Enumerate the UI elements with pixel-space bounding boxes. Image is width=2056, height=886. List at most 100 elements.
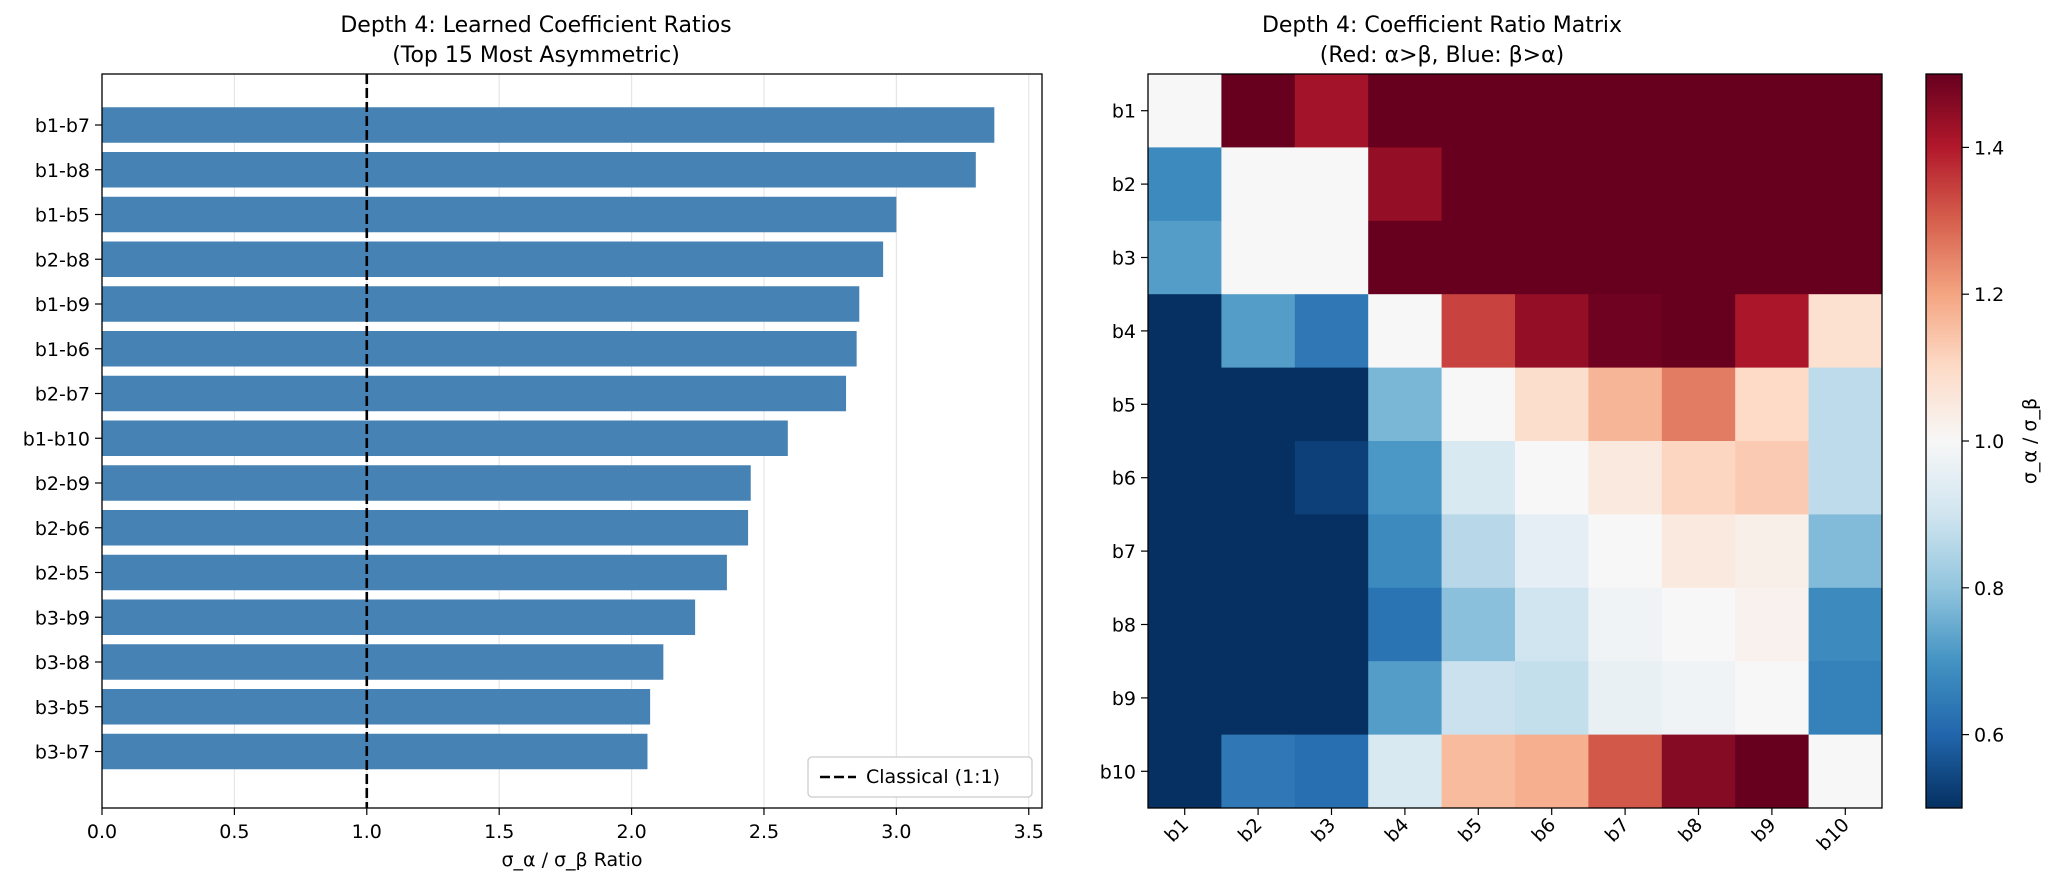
heatmap-cell-b7-b5	[1441, 514, 1516, 589]
heatmap-cell-b8-b8	[1661, 587, 1736, 662]
row-label-b6: b6	[1112, 468, 1136, 490]
heatmap-cell-b4-b1	[1148, 294, 1222, 369]
heatmap-cell-b8-b2	[1221, 587, 1296, 662]
heatmap-cell-b10-b7	[1588, 734, 1663, 809]
heatmap-cell-b2-b4	[1368, 147, 1443, 222]
x-tick-label: 1.0	[352, 821, 382, 843]
heatmap-cell-b2-b3	[1294, 147, 1369, 222]
heatmap-cell-b1-b4	[1368, 74, 1443, 148]
heatmap-cell-b3-b8	[1661, 220, 1736, 295]
y-tick-label-b3-b7: b3-b7	[35, 742, 90, 764]
heatmap-cell-b9-b9	[1735, 661, 1810, 736]
heatmap-cell-b10-b10	[1808, 734, 1883, 809]
bar-b2-b5	[102, 554, 727, 591]
heatmap-chart: Depth 4: Coefficient Ratio Matrix (Red: …	[1100, 13, 2041, 855]
heatmap-cell-b5-b2	[1221, 367, 1296, 442]
bar-chart-x-ticks: 0.0 0.5 1.0 1.5 2.0 2.5 3.0 3.5	[87, 808, 1044, 843]
col-label-b10: b10	[1813, 814, 1854, 855]
heatmap-cell-b8-b9	[1735, 587, 1810, 662]
heatmap-cell-b6-b7	[1588, 441, 1663, 515]
bar-b3-b7	[102, 733, 648, 770]
heatmap-cell-b2-b6	[1515, 147, 1589, 222]
x-tick-label: 0.0	[87, 821, 117, 843]
heatmap-cell-b5-b10	[1808, 367, 1883, 442]
x-tick-label: 3.5	[1014, 821, 1044, 843]
heatmap-cell-b6-b9	[1735, 441, 1810, 515]
heatmap-cell-b2-b5	[1441, 147, 1516, 222]
heatmap-cell-b7-b3	[1294, 514, 1369, 589]
bar-b2-b7	[102, 375, 847, 412]
row-label-b3: b3	[1112, 248, 1136, 270]
heatmap-cell-b6-b5	[1441, 441, 1516, 515]
heatmap-cell-b10-b5	[1441, 734, 1516, 809]
bar-b2-b9	[102, 465, 751, 501]
heatmap-cell-b7-b9	[1735, 514, 1810, 589]
row-label-b10: b10	[1100, 761, 1136, 783]
bar-b1-b9	[102, 286, 860, 322]
y-tick-label-b2-b8: b2-b8	[35, 249, 90, 271]
heatmap-cell-b1-b2	[1221, 74, 1296, 148]
x-tick-label: 0.5	[219, 821, 249, 843]
heatmap-cell-b4-b2	[1221, 294, 1296, 369]
heatmap-cell-b9-b2	[1221, 661, 1296, 736]
bar-chart-subtitle: (Top 15 Most Asymmetric)	[392, 43, 680, 68]
col-label-b1: b1	[1161, 814, 1194, 847]
heatmap-cell-b9-b4	[1368, 661, 1443, 736]
heatmap-cell-b10-b2	[1221, 734, 1296, 809]
bar-b2-b6	[102, 510, 749, 546]
row-label-b4: b4	[1112, 321, 1136, 343]
heatmap-cell-b2-b8	[1661, 147, 1736, 222]
heatmap-cell-b4-b6	[1515, 294, 1589, 369]
y-tick-label-b3-b8: b3-b8	[35, 652, 90, 674]
row-label-b9: b9	[1112, 688, 1136, 710]
bar-chart-bars	[102, 107, 995, 770]
heatmap-cell-b7-b7	[1588, 514, 1663, 589]
colorbar-gradient	[1925, 73, 1963, 809]
y-tick-label-b1-b10: b1-b10	[23, 428, 90, 450]
heatmap-cell-b2-b7	[1588, 147, 1663, 222]
colorbar-tick-label: 1.2	[1974, 284, 2004, 306]
bar-chart-legend: Classical (1:1)	[807, 756, 1033, 798]
heatmap-cell-b9-b10	[1808, 661, 1883, 736]
col-label-b6: b6	[1528, 814, 1561, 847]
heatmap-cell-b7-b8	[1661, 514, 1736, 589]
heatmap-cell-b5-b9	[1735, 367, 1810, 442]
colorbar-ticks: 0.6 0.8 1.0 1.2 1.4	[1962, 137, 2004, 747]
heatmap-cell-b8-b7	[1588, 587, 1663, 662]
col-label-b9: b9	[1748, 814, 1781, 847]
bar-b1-b10	[102, 420, 788, 456]
heatmap-cell-b8-b5	[1441, 587, 1516, 662]
heatmap-cell-b4-b9	[1735, 294, 1810, 369]
bar-b3-b9	[102, 599, 696, 635]
bar-b1-b7	[102, 107, 995, 143]
bar-chart-title: Depth 4: Learned Coefficient Ratios	[340, 13, 731, 38]
heatmap-frame	[1147, 73, 1883, 809]
heatmap-cell-b10-b8	[1661, 734, 1736, 809]
heatmap-cell-b4-b10	[1808, 294, 1883, 369]
heatmap-cell-b1-b1	[1148, 74, 1222, 148]
colorbar-tick-label: 1.0	[1974, 431, 2004, 453]
heatmap-cell-b6-b2	[1221, 441, 1296, 515]
heatmap-cell-b8-b1	[1148, 587, 1222, 662]
heatmap-title: Depth 4: Coefficient Ratio Matrix	[1262, 13, 1622, 38]
bar-b1-b8	[102, 152, 976, 188]
heatmap-cell-b9-b5	[1441, 661, 1516, 736]
bar-chart-x-axis-label: σ_α / σ_β Ratio	[501, 849, 642, 871]
bar-chart-plot-frame	[101, 73, 1043, 809]
y-tick-label-b2-b7: b2-b7	[35, 384, 90, 406]
heatmap-cell-b9-b3	[1294, 661, 1369, 736]
heatmap-cell-b3-b9	[1735, 220, 1810, 295]
heatmap-cell-b1-b6	[1515, 74, 1589, 148]
bar-b2-b8	[102, 241, 884, 277]
heatmap-cell-b6-b4	[1368, 441, 1443, 515]
heatmap-cell-b3-b4	[1368, 220, 1443, 295]
legend-entry-classical: Classical (1:1)	[866, 766, 1000, 788]
heatmap-cell-b5-b4	[1368, 367, 1443, 442]
row-label-b2: b2	[1112, 174, 1136, 196]
y-tick-label-b1-b9: b1-b9	[35, 294, 90, 316]
col-label-b7: b7	[1601, 814, 1634, 847]
heatmap-cell-b10-b9	[1735, 734, 1810, 809]
heatmap-cell-b6-b8	[1661, 441, 1736, 515]
bar-b1-b6	[102, 331, 857, 367]
heatmap-cells	[1148, 74, 1883, 809]
